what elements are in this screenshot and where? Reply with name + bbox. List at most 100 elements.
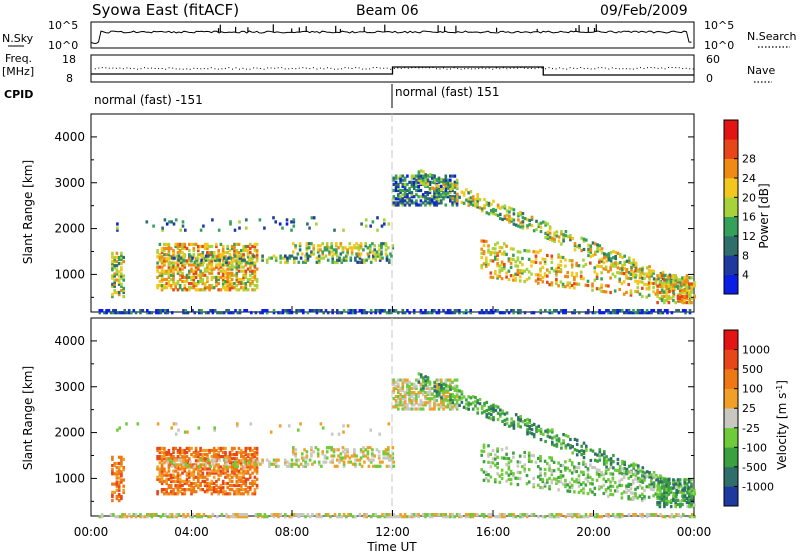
velocity-cell [182, 460, 185, 464]
power-cell [163, 242, 166, 246]
power-cell [117, 293, 121, 297]
cpid-segment-label-2: normal (fast) 151 [395, 85, 499, 99]
velocity-cell [641, 498, 644, 503]
nave-dot [175, 68, 177, 70]
velocity-cell [344, 448, 347, 452]
velocity-cell [175, 515, 178, 519]
nave-dot [488, 67, 490, 69]
nave-dot [203, 68, 205, 70]
power-cell [602, 290, 606, 294]
power-cell [435, 191, 439, 195]
power-cell [227, 311, 230, 315]
power-cell [397, 311, 400, 315]
velocity-cell [330, 446, 333, 450]
velocity-cell [521, 515, 524, 519]
velocity-cell [634, 471, 637, 475]
velocity-cell [582, 515, 585, 519]
nave-dot [330, 67, 332, 69]
power-cell [111, 282, 114, 286]
nave-dot [587, 67, 589, 69]
power-cell [120, 274, 123, 278]
power-cell [181, 220, 185, 224]
velocity-cell [616, 485, 619, 489]
nave-dot [379, 67, 381, 69]
velocity-cell [249, 448, 252, 453]
velocity-cell [169, 490, 173, 494]
power-cell [412, 184, 416, 188]
power-cell [537, 250, 540, 254]
power-cell [118, 311, 122, 315]
velocity-cell [235, 457, 239, 461]
velocity-cell [191, 515, 194, 519]
power-cell [317, 254, 321, 258]
power-cell [537, 222, 541, 226]
power-cell [605, 253, 608, 257]
velocity-cell [392, 397, 396, 401]
power-cell [397, 193, 400, 197]
velocity-cell [259, 513, 262, 517]
velocity-cell [109, 513, 113, 517]
power-cell [160, 265, 164, 269]
velocity-cell [509, 482, 513, 486]
power-cell [467, 197, 470, 201]
power-cell [453, 183, 457, 187]
velocity-cell [526, 428, 529, 432]
power-cell [215, 279, 218, 284]
velocity-cell [652, 471, 656, 475]
nave-dot [323, 68, 325, 70]
velocity-cell [172, 490, 175, 494]
power-cell [685, 286, 689, 290]
velocity-cell [100, 515, 104, 519]
power-cell [176, 263, 180, 267]
nave-dot [573, 67, 575, 69]
power-cell [312, 216, 316, 220]
velocity-cell [246, 453, 250, 457]
power-cell [165, 269, 168, 273]
power-cell [544, 221, 547, 225]
power-cell [530, 215, 534, 219]
velocity-cell [236, 462, 240, 466]
power-cell [194, 282, 198, 286]
velocity-cell [342, 460, 346, 464]
power-cell [235, 284, 239, 288]
power-cell [648, 277, 651, 281]
velocity-cell [435, 378, 439, 382]
power-cell [539, 225, 543, 229]
power-cell [397, 201, 400, 205]
velocity-cell [277, 464, 280, 468]
power-cell [249, 273, 252, 277]
velocity-cell [251, 448, 254, 453]
power-cell [650, 269, 653, 273]
nave-dot [495, 67, 497, 69]
velocity-cell [530, 423, 534, 428]
power-cell [415, 180, 418, 184]
power-cell [251, 263, 254, 267]
power-cell [690, 290, 693, 294]
velocity-cell [688, 480, 691, 484]
velocity-cell [261, 458, 264, 462]
velocity-cell [210, 481, 214, 486]
power-cell [435, 311, 439, 315]
velocity-cell [636, 486, 640, 490]
velocity-cell [622, 469, 626, 473]
velocity-cell [192, 486, 196, 490]
power-cell [500, 262, 504, 266]
power-cell [228, 273, 232, 277]
power-cell [132, 309, 136, 313]
velocity-cell [195, 513, 199, 517]
power-cell [235, 271, 239, 275]
power-cell [235, 265, 239, 269]
velocity-cell [116, 515, 120, 519]
velocity-cell [496, 515, 500, 519]
velocity-cell [514, 515, 518, 519]
velocity-cell [306, 462, 310, 466]
velocity-cell [226, 492, 229, 496]
velocity-cell [595, 472, 599, 476]
power-cell [335, 248, 338, 252]
velocity-cell [474, 400, 477, 404]
power-cell [553, 233, 556, 237]
nave-dot [168, 67, 170, 69]
power-cell [417, 174, 420, 178]
power-cell [412, 180, 416, 184]
velocity-cell [555, 479, 558, 483]
